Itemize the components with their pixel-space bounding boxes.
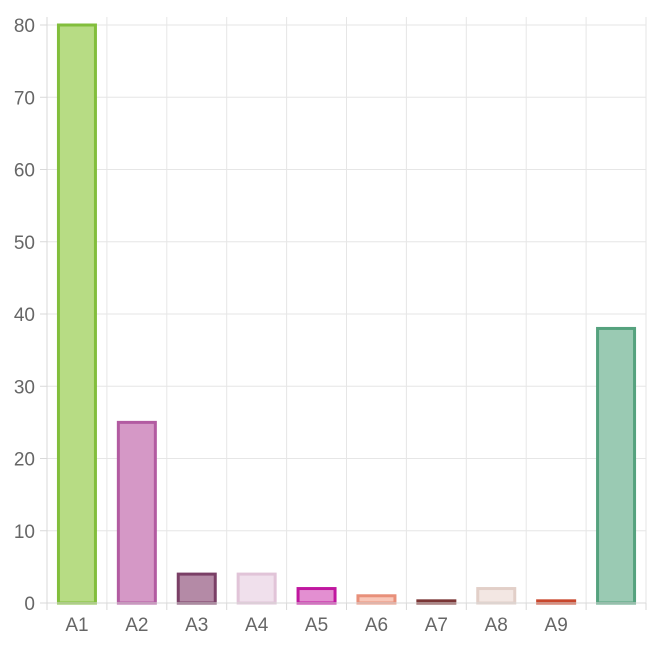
x-tick-label: A2 <box>125 615 148 636</box>
y-tick-label: 40 <box>14 305 35 326</box>
bar-a6[interactable] <box>356 594 397 605</box>
x-tick-label: A7 <box>425 615 448 636</box>
y-tick-label: 0 <box>24 594 35 615</box>
x-tick-label: A3 <box>185 615 208 636</box>
x-tick-label: A8 <box>485 615 508 636</box>
bar-unlabeled[interactable] <box>596 326 637 605</box>
axes <box>40 17 647 610</box>
bar-a1[interactable] <box>56 23 97 605</box>
tick-labels: 0 10 20 30 40 50 60 70 80 A1 A2 A3 A4 A5 A6 A7 A8 A9 <box>14 16 568 636</box>
y-tick-label: 70 <box>14 88 35 109</box>
y-tick-label: 80 <box>14 16 35 37</box>
x-tick-label: A9 <box>545 615 568 636</box>
bar-a3[interactable] <box>176 572 217 605</box>
y-tick-label: 50 <box>14 233 35 254</box>
y-tick-label: 60 <box>14 161 35 182</box>
x-tick-label: A5 <box>305 615 328 636</box>
bar-a2[interactable] <box>116 420 157 605</box>
grid <box>46 17 647 603</box>
x-tick-label: A1 <box>65 615 88 636</box>
y-tick-label: 20 <box>14 450 35 471</box>
bar-a8[interactable] <box>476 587 517 605</box>
x-tick-label: A4 <box>245 615 269 636</box>
y-tick-label: 10 <box>14 522 35 543</box>
bars <box>56 23 637 605</box>
y-tick-label: 30 <box>14 377 35 398</box>
x-tick-label: A6 <box>365 615 388 636</box>
bar-a5[interactable] <box>296 587 337 605</box>
bar-a4[interactable] <box>236 572 277 605</box>
